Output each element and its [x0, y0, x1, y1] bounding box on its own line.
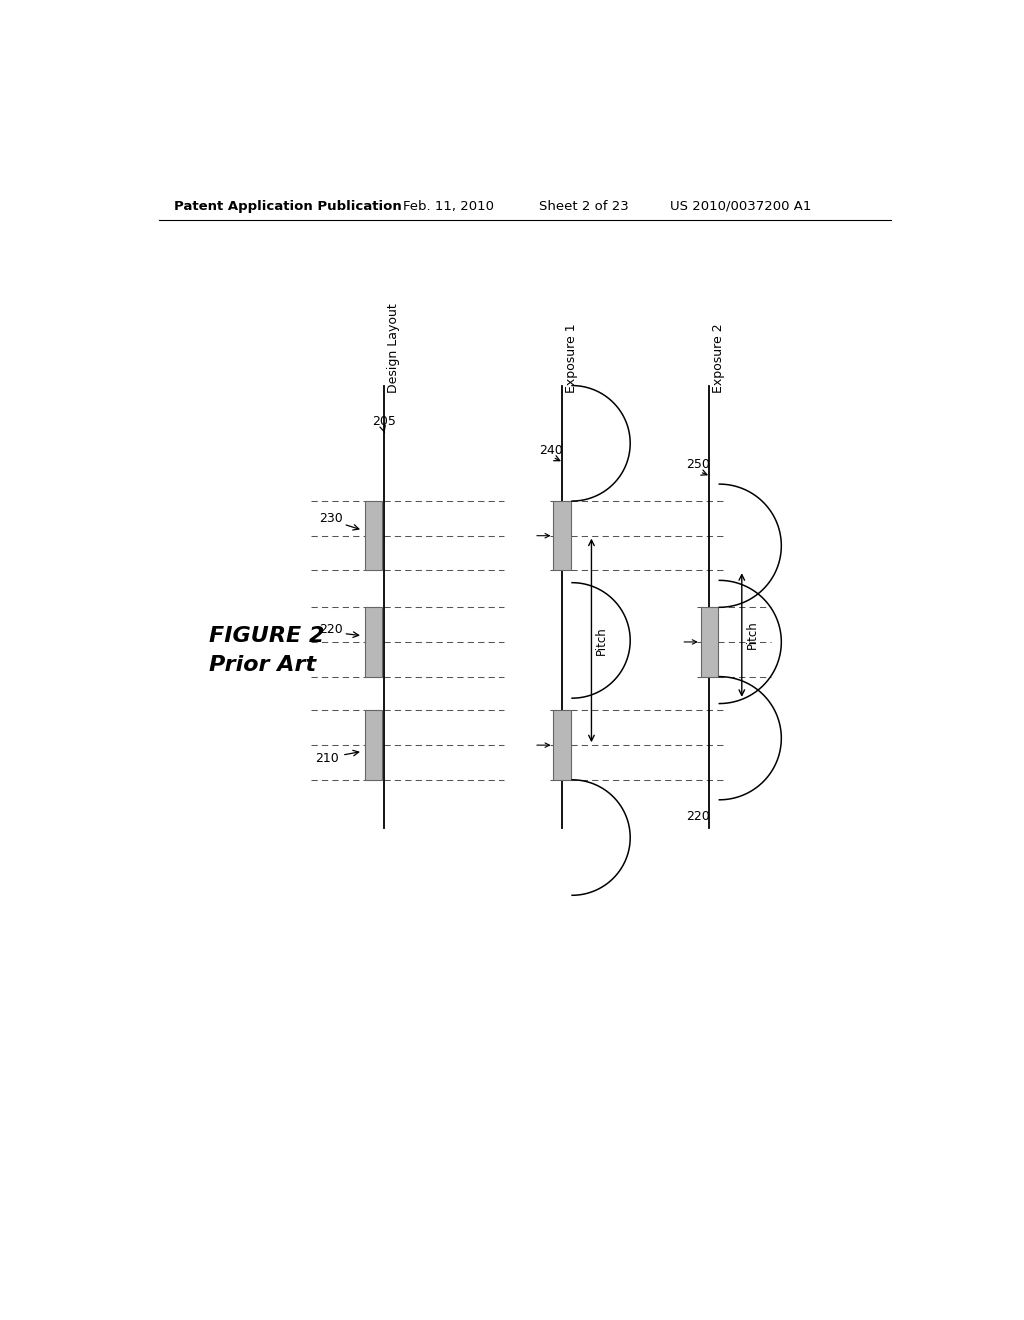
Text: Pitch: Pitch [745, 620, 759, 649]
Text: Patent Application Publication: Patent Application Publication [174, 199, 402, 213]
Bar [700, 607, 718, 677]
Text: 250: 250 [686, 458, 710, 471]
Bar [366, 710, 382, 780]
Text: 220: 220 [318, 623, 342, 636]
Text: Feb. 11, 2010: Feb. 11, 2010 [403, 199, 495, 213]
Text: Prior Art: Prior Art [209, 655, 316, 675]
Bar [554, 710, 570, 780]
Text: 210: 210 [314, 752, 339, 766]
Bar [366, 502, 382, 570]
Text: 220: 220 [686, 810, 710, 824]
Text: Sheet 2 of 23: Sheet 2 of 23 [539, 199, 629, 213]
Text: 205: 205 [372, 416, 396, 428]
Text: 230: 230 [318, 512, 342, 525]
Text: Exposure 2: Exposure 2 [713, 323, 725, 393]
Bar [366, 607, 382, 677]
Text: Pitch: Pitch [595, 626, 608, 655]
Text: Design Layout: Design Layout [387, 304, 399, 393]
Text: 240: 240 [539, 445, 562, 458]
Bar [554, 502, 570, 570]
Text: FIGURE 2: FIGURE 2 [209, 626, 325, 645]
Text: Exposure 1: Exposure 1 [565, 323, 579, 393]
Text: US 2010/0037200 A1: US 2010/0037200 A1 [671, 199, 812, 213]
